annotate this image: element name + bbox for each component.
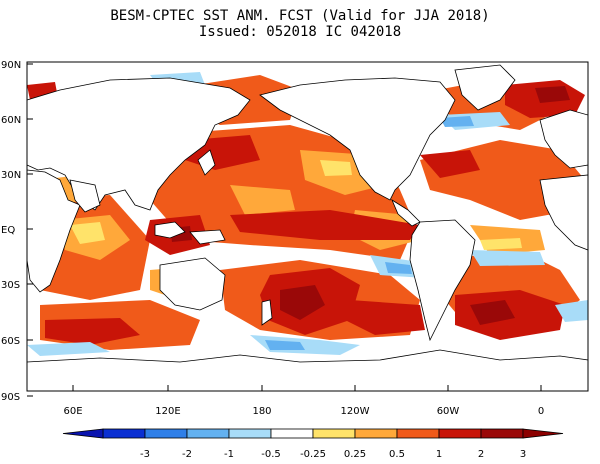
lat-label: 60N bbox=[1, 115, 21, 126]
lon-label: 60E bbox=[63, 406, 82, 417]
colorbar-segment bbox=[102, 428, 146, 439]
lat-label: EQ bbox=[1, 225, 15, 236]
colorbar-label: 1 bbox=[436, 449, 442, 460]
lon-label: 120W bbox=[341, 406, 370, 417]
colorbar-segment bbox=[354, 428, 398, 439]
lon-label: 180 bbox=[252, 406, 271, 417]
colorbar-label: 0.25 bbox=[344, 449, 366, 460]
colorbar-label: 3 bbox=[520, 449, 526, 460]
lat-label: 90N bbox=[1, 60, 21, 71]
map-title: BESM-CPTEC SST ANM. FCST (Valid for JJA … bbox=[110, 8, 490, 24]
colorbar-segment bbox=[480, 428, 524, 439]
colorbar-label: -1 bbox=[224, 449, 234, 460]
colorbar-label: -0.25 bbox=[300, 449, 326, 460]
map-subtitle: Issued: 052018 IC 042018 bbox=[198, 24, 402, 40]
colorbar-segment bbox=[438, 428, 482, 439]
colorbar-segment bbox=[396, 428, 440, 439]
lat-label: 60S bbox=[1, 336, 20, 347]
colorbar-label: -2 bbox=[182, 449, 192, 460]
continents bbox=[26, 64, 589, 392]
lon-label: 120E bbox=[155, 406, 180, 417]
colorbar-low-arrow bbox=[62, 428, 104, 439]
lat-label: 90S bbox=[1, 392, 20, 403]
lon-label: 0 bbox=[538, 406, 544, 417]
colorbar-high-arrow bbox=[522, 428, 564, 439]
colorbar-segment bbox=[144, 428, 188, 439]
lat-label: 30S bbox=[1, 280, 20, 291]
colorbar-label: -3 bbox=[140, 449, 150, 460]
colorbar: -3 -2 -1 -0.5 -0.25 0.25 0.5 1 2 3 bbox=[62, 428, 564, 460]
lat-label: 30N bbox=[1, 170, 21, 181]
colorbar-segment bbox=[228, 428, 272, 439]
colorbar-segment bbox=[312, 428, 356, 439]
colorbar-label: 0.5 bbox=[389, 449, 405, 460]
colorbar-label: -0.5 bbox=[261, 449, 281, 460]
colorbar-segment bbox=[270, 428, 314, 439]
colorbar-segment bbox=[186, 428, 230, 439]
longitude-axis: 60E 120E 180 120W 60W 0 bbox=[63, 385, 544, 417]
colorbar-label: 2 bbox=[478, 449, 484, 460]
lon-label: 60W bbox=[437, 406, 460, 417]
map-frame bbox=[26, 61, 589, 392]
latitude-axis: 90N 60N 30N EQ 30S 60S 90S bbox=[1, 60, 33, 403]
